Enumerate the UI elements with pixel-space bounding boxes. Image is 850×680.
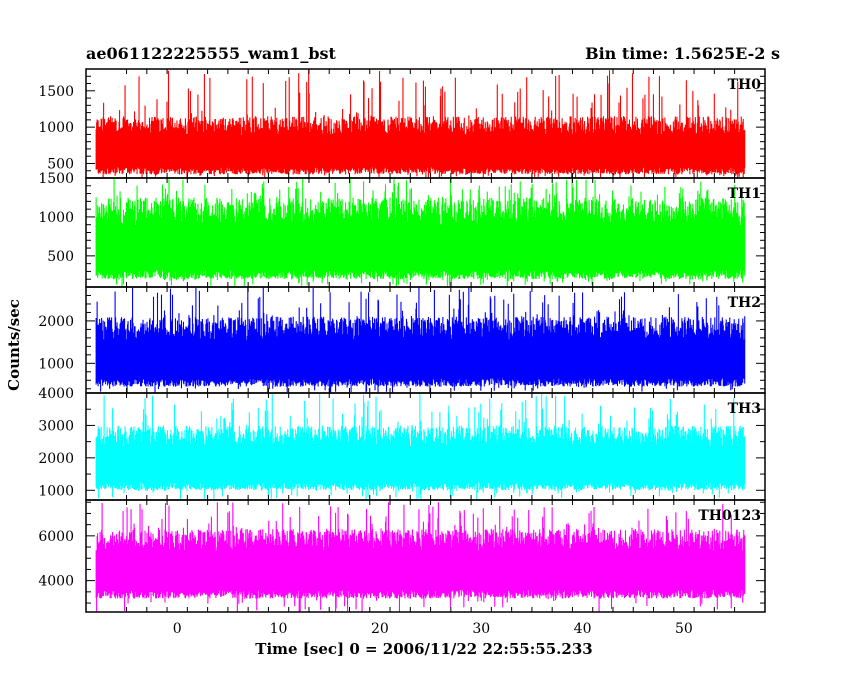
y-tick-label: 500 [47,156,74,172]
y-axis-label: Counts/sec [5,299,23,391]
y-tick-label: 4000 [38,574,74,590]
panel-label-th0123: TH0123 [698,508,761,524]
x-tick-label: 40 [574,621,592,637]
x-tick-label: 20 [371,621,389,637]
y-tick-label: 1000 [38,356,74,372]
y-tick-label: 1500 [38,171,74,187]
panel-label-th1: TH1 [728,186,761,202]
panel-frame [85,499,766,613]
panel-th3: 1000 2000 3000 4000 TH3 [38,386,766,501]
panel-th0: 500 1000 1500 TH0 [38,68,766,179]
y-tick-label: 1000 [38,120,74,136]
y-tick-label: 500 [47,249,74,265]
x-tick-label: 30 [472,621,490,637]
y-tick-label: 3000 [38,418,74,434]
panel-label-th3: TH3 [728,401,761,417]
panel-th2: 1000 2000 TH2 [38,286,766,394]
series-th0123 [95,502,746,612]
y-tick-label: 4000 [38,386,74,402]
y-tick-label: 1000 [38,210,74,226]
bin-time-label: Bin time: 1.5625E-2 s [585,44,780,63]
panel-th0123: 4000 6000 TH0123 [38,499,766,613]
series-th2 [95,287,746,393]
x-axis-label: Time [sec] 0 = 2006/11/22 22:55:55.233 [255,640,592,658]
x-tick-label: 10 [270,621,288,637]
chart-title: ae061122225555_wam1_bst [86,44,336,63]
y-tick-label: 6000 [38,529,74,545]
y-tick-label: 2000 [38,451,74,467]
series-th1 [95,178,746,287]
panel-th1: 500 1000 1500 TH1 [38,171,766,288]
x-tick-label: 0 [173,621,182,637]
x-tick-label: 50 [675,621,693,637]
y-tick-label: 2000 [38,314,74,330]
panel-label-th2: TH2 [728,295,761,311]
panel-label-th0: TH0 [728,77,762,93]
series-th0 [95,69,746,178]
y-tick-label: 1000 [38,483,74,499]
x-axis: 0 10 20 30 40 50 [173,621,693,637]
series-th3 [95,393,746,500]
y-tick-label: 1500 [38,84,74,100]
